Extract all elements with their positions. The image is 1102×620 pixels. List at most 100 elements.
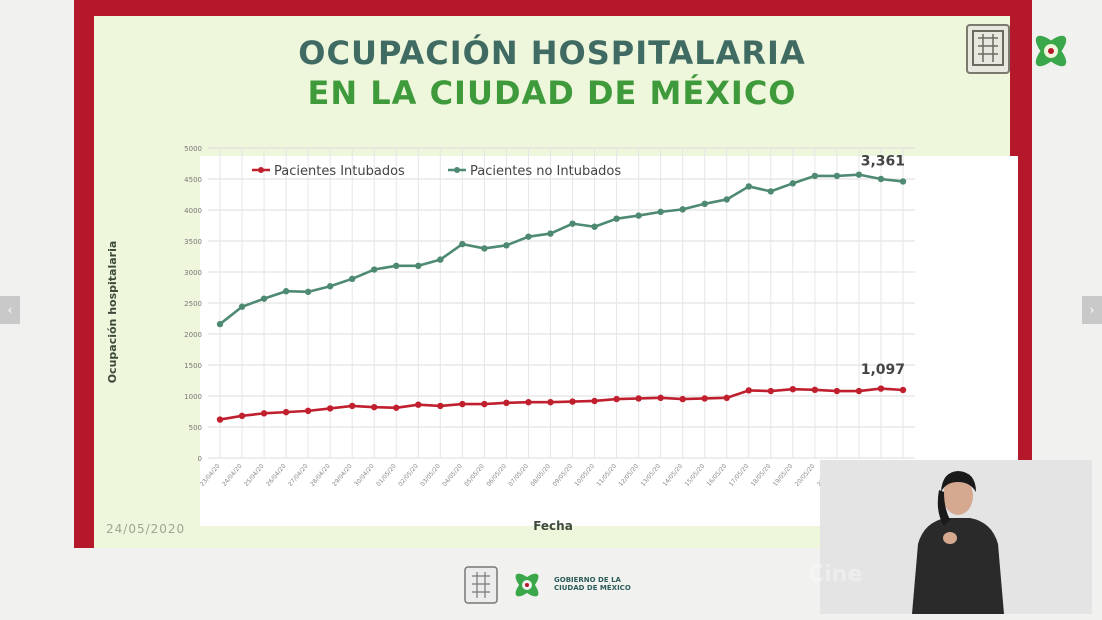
chart-grid [208, 147, 915, 459]
footer-text-line2: CIUDAD DE MÉXICO [554, 584, 631, 592]
legend-swatch-marker [454, 167, 460, 173]
data-point [767, 387, 775, 395]
next-slide-arrow-icon[interactable]: › [1082, 296, 1102, 324]
data-point [789, 385, 797, 393]
data-point [503, 242, 510, 249]
data-point [459, 240, 466, 248]
data-point [899, 386, 907, 394]
data-point [613, 395, 620, 403]
footer-logos: GOBIERNO DE LA CIUDAD DE MÉXICO [464, 566, 644, 606]
data-point [282, 288, 290, 295]
data-point [657, 394, 664, 402]
data-point [326, 405, 334, 412]
y-tick-label: 3000 [184, 269, 202, 277]
y-tick-label: 3500 [184, 238, 202, 246]
data-point [326, 283, 334, 290]
x-tick-label: 12/05/20 [617, 463, 640, 488]
data-point [591, 397, 598, 405]
x-tick-label: 10/05/20 [573, 463, 596, 488]
x-tick-label: 16/05/20 [706, 463, 729, 488]
data-point [635, 395, 642, 402]
cdmx-flower-logo-icon [1035, 35, 1067, 67]
data-point [811, 172, 819, 180]
x-tick-label: 02/05/20 [397, 463, 420, 488]
x-tick-label: 17/05/20 [728, 463, 751, 488]
x-tick-label: 05/05/20 [463, 463, 486, 488]
data-point [415, 401, 422, 408]
data-point [679, 395, 686, 403]
sign-language-interpreter-video [820, 460, 1092, 614]
series-line-no-intubados [219, 173, 904, 326]
x-tick-label: 09/05/20 [551, 463, 574, 488]
data-point [437, 256, 444, 263]
data-point [569, 398, 576, 405]
x-axis-ticks: 23/04/20 24/04/20 25/04/20 26/04/20 27/04/20… [199, 463, 905, 488]
data-point [789, 180, 797, 187]
data-point [547, 230, 554, 237]
data-point [591, 223, 598, 230]
x-tick-label: 07/05/20 [507, 463, 530, 488]
data-point [767, 188, 775, 195]
data-point [701, 395, 708, 402]
data-point [877, 385, 885, 392]
slide-title-line1: OCUPACIÓN HOSPITALARIA [298, 34, 806, 72]
data-point [855, 387, 863, 395]
data-point [481, 400, 488, 408]
data-point [503, 399, 510, 407]
y-tick-label: 4500 [184, 176, 202, 184]
y-tick-label: 1000 [184, 393, 202, 401]
data-point [745, 387, 752, 394]
footer-government-text: GOBIERNO DE LA CIUDAD DE MÉXICO [554, 576, 631, 592]
data-point [833, 387, 841, 395]
data-point [547, 399, 554, 406]
footer-shield-icon [464, 566, 498, 604]
data-point [723, 196, 730, 203]
x-axis-label: Fecha [533, 519, 573, 533]
chart-series: 1,097 3,361 [216, 153, 907, 423]
y-axis-ticks: 0 500 1000 1500 2000 2500 3000 3500 4000 4500 5000 [184, 145, 202, 463]
data-point [745, 183, 752, 190]
y-tick-label: 0 [198, 455, 202, 463]
y-tick-label: 1500 [184, 362, 202, 370]
cdmx-shield-icon [966, 24, 1010, 74]
y-tick-label: 5000 [184, 145, 202, 153]
y-tick-label: 500 [189, 424, 202, 432]
legend-label: Pacientes Intubados [274, 164, 405, 179]
data-point [348, 275, 356, 283]
footer-text-line1: GOBIERNO DE LA [554, 576, 621, 584]
data-point [393, 262, 400, 269]
x-tick-label: 18/05/20 [750, 463, 773, 488]
background-watermark-text: Cine [808, 562, 863, 587]
y-tick-label: 2500 [184, 300, 202, 308]
y-tick-label: 4000 [184, 207, 202, 215]
x-tick-label: 14/05/20 [662, 463, 685, 488]
footer-flower-logo-icon [515, 573, 539, 597]
data-point [569, 220, 576, 227]
data-point [877, 175, 885, 183]
data-point [613, 215, 620, 222]
data-point [437, 402, 444, 410]
data-point [657, 208, 664, 216]
data-point [216, 416, 224, 423]
data-point [811, 386, 819, 393]
x-tick-label: 04/05/20 [441, 463, 464, 488]
data-point [855, 171, 863, 178]
previous-slide-arrow-icon[interactable]: ‹ [0, 296, 20, 324]
data-point [393, 404, 400, 411]
chart-legend: Pacientes Intubados Pacientes no Intubado… [252, 164, 621, 179]
x-tick-label: 24/04/20 [221, 463, 244, 488]
data-point [216, 320, 224, 328]
x-tick-label: 11/05/20 [595, 463, 618, 488]
legend-swatch-marker [258, 167, 264, 173]
data-point [371, 403, 378, 411]
y-tick-label: 2000 [184, 331, 202, 339]
series-end-label: 1,097 [861, 362, 905, 378]
data-point [833, 172, 841, 180]
slide-date: 24/05/2020 [106, 522, 186, 536]
data-point [723, 394, 730, 402]
x-tick-label: 26/04/20 [265, 463, 288, 488]
data-point [679, 206, 686, 213]
x-tick-label: 15/05/20 [684, 463, 707, 488]
data-point [260, 295, 268, 302]
data-point [635, 212, 642, 219]
